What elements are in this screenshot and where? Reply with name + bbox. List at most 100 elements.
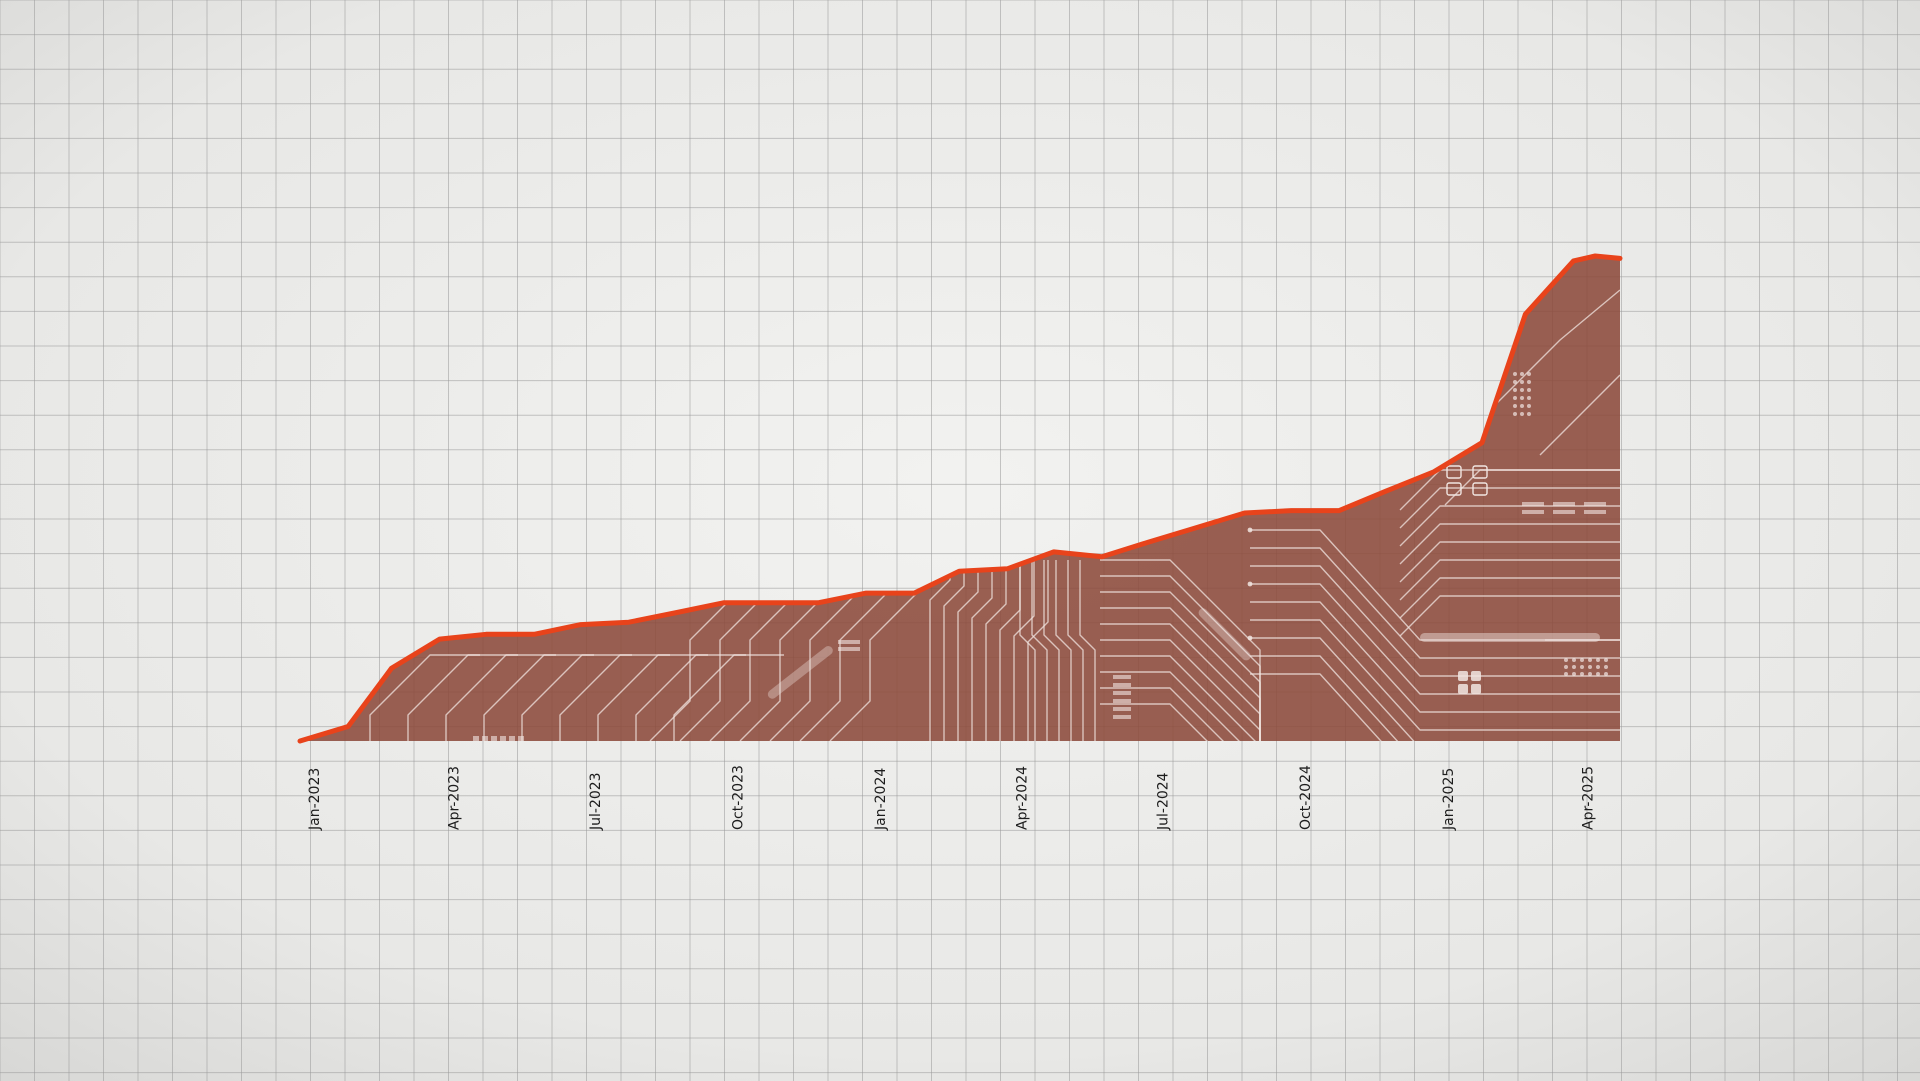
circuit-trace (1100, 671, 1261, 741)
data-point (1571, 258, 1576, 263)
circuit-dot (1580, 658, 1584, 662)
circuit-pad (1522, 502, 1544, 506)
circuit-trace (1479, 289, 1620, 421)
circuit-dot (1596, 672, 1600, 676)
circuit-pad (1584, 502, 1606, 506)
circuit-dot (1527, 412, 1531, 416)
circuit-chip (1471, 684, 1481, 694)
x-tick-label: Jul-2024 (1156, 772, 1172, 831)
circuit-pad (509, 736, 515, 741)
circuit-trace (985, 560, 1007, 741)
circuit-chip (1446, 465, 1462, 479)
circuit-dot (1580, 672, 1584, 676)
circuit-trace (1250, 601, 1620, 713)
x-tick-label: Oct-2023 (731, 765, 747, 830)
x-tick-label: Apr-2023 (447, 766, 463, 830)
circuit-dot (1527, 380, 1531, 384)
circuit-trace (1027, 560, 1049, 741)
circuit-dot (1572, 672, 1576, 676)
data-point (1289, 508, 1294, 513)
circuit-trace (559, 654, 670, 741)
circuit-dot (1564, 658, 1568, 662)
circuit-trace (1100, 655, 1261, 741)
circuit-dot (1520, 388, 1524, 392)
circuit-trace (769, 589, 861, 741)
circuit-pad (1584, 510, 1606, 514)
circuit-pad (491, 736, 497, 741)
x-tick-label: Apr-2024 (1014, 766, 1030, 830)
circuit-trace (1079, 560, 1096, 741)
circuit-pad (1113, 715, 1131, 719)
circuit-trace (957, 560, 979, 741)
circuit-dot (1520, 412, 1524, 416)
circuit-trace (1043, 560, 1060, 741)
circuit-dot (1572, 658, 1576, 662)
circuit-dot (1520, 404, 1524, 408)
circuit-trace (1399, 487, 1620, 529)
circuit-dot (1527, 388, 1531, 392)
circuit-trace (1250, 565, 1620, 677)
circuit-trace (597, 654, 708, 741)
data-point (1242, 511, 1247, 516)
data-point (1146, 540, 1151, 545)
circuit-pad (1113, 675, 1131, 679)
x-tick-label: Jan-2023 (307, 768, 323, 831)
data-point (578, 622, 583, 627)
circuit-trace (1250, 673, 1620, 741)
circuit-dot (1520, 372, 1524, 376)
data-point (721, 600, 726, 605)
data-point (484, 632, 489, 637)
circuit-trace (1250, 547, 1620, 659)
circuit-pad (838, 640, 860, 644)
data-point (912, 591, 917, 596)
circuit-trace (1539, 374, 1620, 456)
circuit-trace (829, 589, 921, 741)
circuit-pattern (369, 289, 1620, 741)
circuit-trace (407, 654, 518, 741)
circuit-trace (799, 589, 891, 741)
circuit-dot (1527, 404, 1531, 408)
circuit-pad (1113, 699, 1131, 703)
circuit-pad (1113, 707, 1131, 711)
circuit-dot (1513, 412, 1517, 416)
circuit-trace (521, 654, 632, 741)
circuit-trace (1100, 639, 1261, 741)
circuit-node (1247, 581, 1253, 587)
circuit-dot (1520, 380, 1524, 384)
circuit-trace (1444, 469, 1620, 506)
data-point (1051, 549, 1056, 554)
circuit-trace (1067, 560, 1084, 741)
circuit-dot (1596, 658, 1600, 662)
circuit-trace (1013, 560, 1035, 741)
circuit-trace (635, 654, 746, 741)
data-point (298, 739, 303, 744)
circuit-dot (1520, 396, 1524, 400)
data-point (1618, 256, 1623, 261)
data-point (389, 666, 394, 671)
x-tick-label: Jul-2023 (588, 772, 604, 831)
circuit-trace (1250, 619, 1620, 731)
data-point (1337, 508, 1342, 513)
circuit-dot (1588, 665, 1592, 669)
circuit-dot (1604, 658, 1608, 662)
data-point (957, 569, 962, 574)
circuit-trace (739, 589, 831, 741)
circuit-dot (1604, 672, 1608, 676)
data-point (864, 591, 869, 596)
data-point (1480, 440, 1485, 445)
circuit-trace (1250, 529, 1620, 641)
circuit-pad (482, 736, 488, 741)
circuit-trace (1399, 541, 1620, 583)
circuit-pad (473, 736, 479, 741)
area-group (300, 256, 1620, 741)
circuit-pad (1113, 683, 1131, 687)
circuit-chip (1458, 684, 1468, 694)
circuit-dot (1588, 672, 1592, 676)
circuit-dot (1580, 665, 1584, 669)
circuit-bar (767, 646, 833, 699)
circuit-chip (1471, 671, 1481, 681)
circuit-pad (518, 736, 524, 741)
x-tick-label: Jan-2025 (1441, 768, 1457, 831)
